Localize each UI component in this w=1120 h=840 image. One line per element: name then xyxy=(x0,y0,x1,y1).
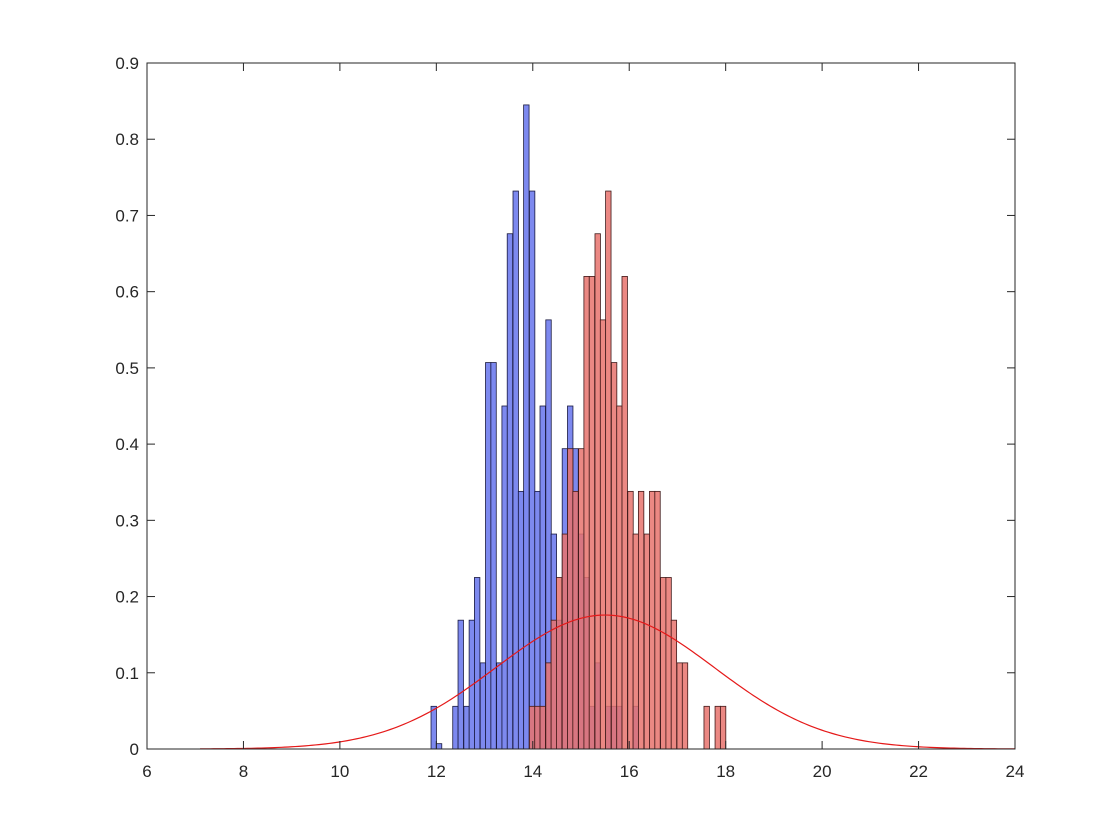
histogram-bar-series-2 xyxy=(567,448,574,750)
x-tick-label: 20 xyxy=(813,762,832,781)
histogram-bar-series-2 xyxy=(637,490,645,750)
histogram-bar-series-1 xyxy=(452,705,459,750)
y-tick-label: 0.9 xyxy=(115,54,139,73)
histogram-bar-series-1 xyxy=(485,362,492,750)
histogram-bar-series-2 xyxy=(654,490,661,750)
histogram-bar-series-2 xyxy=(605,190,612,750)
histogram-bar-series-2 xyxy=(529,705,536,750)
histogram-bar-series-2 xyxy=(610,362,618,750)
histogram-bar-series-2 xyxy=(534,705,541,750)
plot-frame xyxy=(146,62,1016,750)
pdf-curve-layer xyxy=(200,614,1016,750)
y-tick-label: 0.5 xyxy=(115,359,139,378)
normal-pdf-curve xyxy=(200,614,1016,750)
x-tick-label: 8 xyxy=(239,762,248,781)
y-tick-label: 0.6 xyxy=(115,283,139,302)
histogram-bar-series-1 xyxy=(529,190,536,750)
y-tick-label: 0.1 xyxy=(115,664,139,683)
histogram-bar-series-1 xyxy=(506,233,514,750)
histogram-bar-series-1 xyxy=(474,577,481,750)
x-tick-label: 18 xyxy=(716,762,735,781)
histogram-bar-series-2 xyxy=(649,490,656,750)
histogram-bar-series-2 xyxy=(539,705,546,750)
histogram-bar-series-2 xyxy=(578,448,585,750)
histogram-bar-series-2 xyxy=(616,405,623,750)
histogram-bar-series-2 xyxy=(545,662,552,750)
histogram-bar-series-2 xyxy=(588,276,596,750)
histogram-bar-series-2 xyxy=(643,533,651,750)
histogram-bar-series-1 xyxy=(490,362,497,750)
histogram-bar-series-2 xyxy=(561,533,569,750)
histogram-bar-series-1 xyxy=(430,705,437,750)
y-tick-label: 0.3 xyxy=(115,511,139,530)
x-tick-label: 16 xyxy=(620,762,639,781)
x-tick-label: 12 xyxy=(427,762,446,781)
histogram-bar-series-2 xyxy=(583,276,590,750)
histogram-bar-series-1 xyxy=(501,405,508,750)
x-tick-label: 24 xyxy=(1006,762,1025,781)
histogram-bar-series-1 xyxy=(512,190,519,750)
y-tick-label: 0.4 xyxy=(115,435,139,454)
x-axis-tick-labels: 6 8 10 12 14 16 18 20 22 24 xyxy=(142,762,1024,781)
y-tick-label: 0.8 xyxy=(115,130,139,149)
histogram-bar-series-2 xyxy=(550,619,557,750)
histogram-bar-series-2 xyxy=(665,577,672,750)
histogram-bar-series-2 xyxy=(594,233,601,750)
y-tick-label: 0 xyxy=(130,740,139,759)
histogram-bar-series-2 xyxy=(714,705,721,750)
histogram-bar-series-1 xyxy=(523,104,530,750)
histogram-bar-series-1 xyxy=(463,705,470,750)
x-tick-label: 22 xyxy=(909,762,928,781)
x-tick-label: 14 xyxy=(523,762,542,781)
histogram-bar-series-1 xyxy=(457,619,464,750)
histogram-bar-series-2 xyxy=(660,577,667,750)
histogram-bar-series-1 xyxy=(496,662,503,750)
histogram-bar-series-2 xyxy=(556,577,563,750)
histogram-bar-series-2 xyxy=(676,662,683,750)
histogram-bar-series-2 xyxy=(703,705,710,750)
axis-ticks xyxy=(146,62,1016,750)
histogram-bar-series-2 xyxy=(632,533,639,750)
histogram-bar-series-2 xyxy=(627,490,634,750)
y-tick-label: 0.7 xyxy=(115,206,139,225)
y-axis-tick-labels: 0 0.1 0.2 0.3 0.4 0.5 0.6 0.7 0.8 0.9 xyxy=(115,54,139,759)
y-tick-label: 0.2 xyxy=(115,588,139,607)
x-tick-label: 10 xyxy=(330,762,349,781)
histogram-bar-series-1 xyxy=(539,405,546,750)
histogram-bar-series-1 xyxy=(517,490,525,750)
x-tick-label: 6 xyxy=(142,762,151,781)
histogram-bar-series-2 xyxy=(681,662,689,750)
histogram-bar-series-2 xyxy=(621,276,628,750)
histogram-bar-series-1 xyxy=(435,743,443,750)
histogram-bar-series-2 xyxy=(719,705,727,750)
histogram-bar-series-2 xyxy=(599,319,607,750)
